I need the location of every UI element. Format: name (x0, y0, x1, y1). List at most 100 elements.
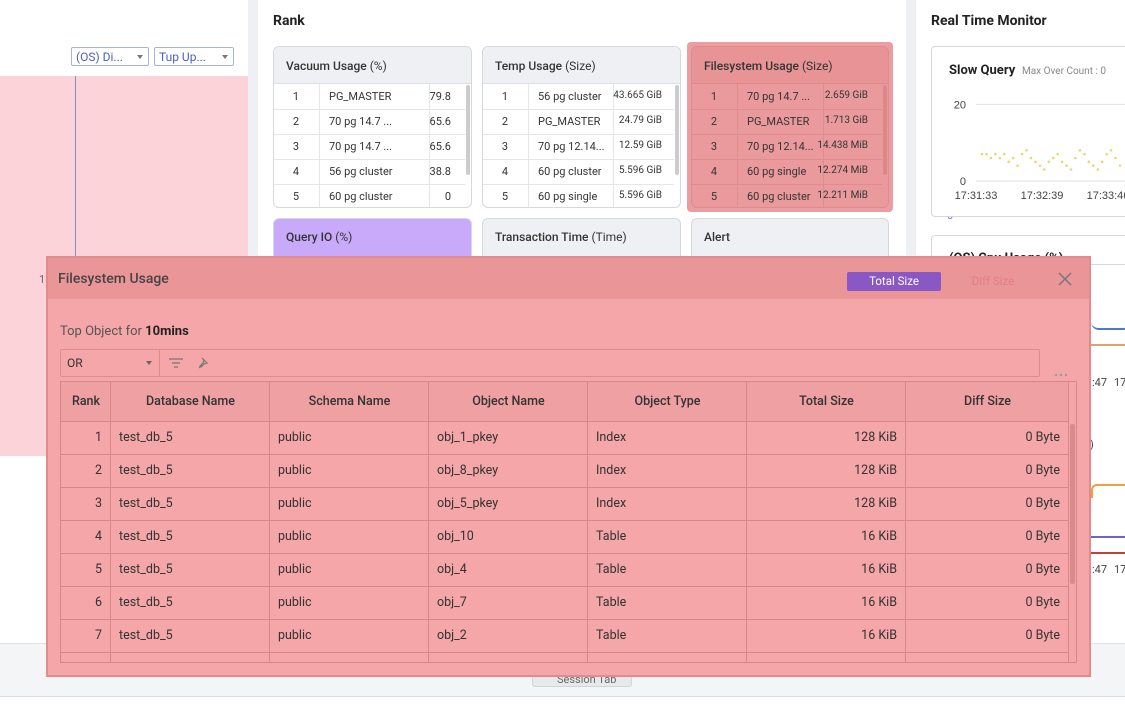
rank-card: Vacuum Usage (%) 1 PG_MASTER 79.8 2 70 pg 14.… (273, 46, 472, 208)
point (1029, 156, 1033, 160)
rank-name: 70 pg 14.7 ... (329, 115, 393, 128)
close-button[interactable] (1057, 271, 1073, 287)
cell-text: public (278, 529, 312, 544)
rank-value: 12.211 MiB (817, 190, 868, 201)
col-line (429, 184, 430, 207)
col-line (319, 184, 320, 207)
button[interactable]: Total Size (847, 272, 941, 291)
cell-text: 128 KiB (854, 430, 897, 445)
table-cell: Table (588, 554, 747, 587)
card-unit: (%) (366, 59, 387, 73)
monitor-title: Real Time Monitor (931, 13, 1047, 29)
cell-text: 5 (94, 562, 102, 577)
table-cell: 16 KiB (747, 620, 906, 653)
cell-text: Index (596, 430, 627, 445)
table-cell: test_db_5 (111, 554, 270, 587)
cell-text: public (278, 430, 312, 445)
axis-fragment: ) (1090, 438, 1094, 451)
table-cell: test_db_5 (111, 521, 270, 554)
rank-value: 65.6 (429, 140, 451, 153)
card-title: Vacuum Usage (%) (286, 59, 387, 73)
table-cell: public (270, 488, 429, 521)
header-cell: Rank (61, 382, 111, 422)
table-cell (747, 653, 906, 662)
x-tick-label: 17:31:33 (955, 190, 998, 202)
table-cell: test_db_5 (111, 488, 270, 521)
header-cell: Object Type (588, 382, 747, 422)
cell-text: obj_7 (437, 595, 467, 610)
modal: Filesystem Usage Total Size Diff Size Top O… (46, 256, 1091, 677)
rank-num: 5 (710, 190, 718, 203)
row-line (483, 109, 674, 110)
cell-text: 0 Byte (1025, 562, 1060, 577)
chart-card: Slow Query Max Over Count : 0 0 20 17:31:33 1… (931, 46, 1125, 217)
table-cell: 1 (61, 422, 111, 455)
rank-value: 1.713 GiB (824, 115, 868, 126)
dropdown[interactable]: Tup Up... (154, 47, 234, 66)
filter-dropdown[interactable]: OR (60, 349, 160, 377)
row-line (274, 184, 465, 185)
rank-name: 56 pg cluster (329, 165, 393, 178)
rank-value: 5.596 GiB (618, 190, 662, 201)
rank-name: 70 pg 12.14... (538, 140, 605, 153)
modal-title: Filesystem Usage (58, 271, 169, 287)
table-cell: public (270, 587, 429, 620)
cell-text: obj_5_pkey (437, 496, 499, 511)
point (1083, 152, 1086, 156)
dropdown[interactable]: (OS) Di... (71, 47, 149, 66)
cell-text: 16 KiB (861, 529, 897, 544)
table-cell: obj_1_pkey (429, 422, 588, 455)
card-header (274, 47, 471, 84)
table-cell: 7 (61, 620, 111, 653)
header-label: Total Size (799, 394, 854, 409)
table-cell: 3 (61, 488, 111, 521)
table-cell: obj_8_pkey (429, 455, 588, 488)
caret (146, 361, 152, 365)
header-cell: Schema Name (270, 382, 429, 422)
card-header (692, 47, 888, 84)
point (1025, 149, 1028, 152)
scrollbar (466, 85, 470, 175)
table-cell: Table (588, 521, 747, 554)
table-cell (588, 653, 747, 662)
table-cell: 2 (61, 455, 111, 488)
point (980, 152, 984, 156)
col-line (528, 184, 529, 207)
rank-num: 4 (501, 165, 509, 178)
cell-text: 0 Byte (1025, 496, 1060, 511)
col-line (737, 184, 738, 207)
table-cell (111, 653, 270, 662)
row-line (483, 134, 674, 135)
cell-text: 0 Byte (1025, 430, 1060, 445)
row-line (483, 184, 674, 185)
toolbar-icons[interactable] (166, 355, 216, 371)
card-unit: (Size) (798, 59, 833, 73)
dropdown-label: Tup Up... (159, 50, 206, 64)
cell-text: obj_4 (437, 562, 467, 577)
rank-num: 1 (710, 90, 718, 103)
table-cell (429, 653, 588, 662)
button[interactable]: Diff Size (946, 272, 1040, 291)
rank-name: 70 pg 14.7 ... (747, 90, 811, 103)
chart-lines (1091, 300, 1125, 330)
col-line (528, 84, 529, 109)
more-icon[interactable] (1054, 362, 1070, 377)
dropdown-label: (OS) Di... (76, 50, 123, 64)
table-cell: 128 KiB (747, 455, 906, 488)
rank-value: 2.659 GiB (824, 90, 868, 101)
point (1051, 156, 1055, 160)
col-line (613, 84, 614, 109)
rank-value: 79.8 (429, 90, 451, 103)
rank-name: 60 pg single (538, 190, 598, 203)
rank-card: Temp Usage (Size) 1 56 pg cluster 43.665 Gi… (482, 46, 681, 208)
row-line (692, 134, 882, 135)
cell-text: 16 KiB (861, 628, 897, 643)
table-cell: Table (588, 587, 747, 620)
rank-card: Filesystem Usage (Size) 1 70 pg 14.7 ... 2.… (691, 46, 889, 208)
rank-num: 5 (501, 190, 509, 203)
button-label: Diff Size (971, 274, 1015, 288)
table-cell: obj_7 (429, 587, 588, 620)
